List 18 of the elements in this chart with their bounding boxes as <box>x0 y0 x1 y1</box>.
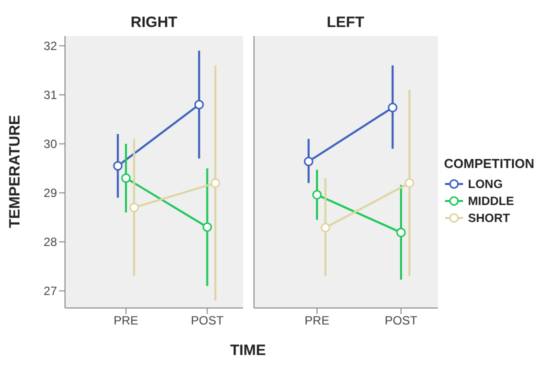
y-tick-label: 27 <box>44 284 58 298</box>
y-tick-label: 32 <box>44 39 58 54</box>
y-tick-label: 28 <box>44 235 58 250</box>
x-tick-label: PRE <box>114 314 138 328</box>
legend-label: SHORT <box>468 210 510 224</box>
legend-title: COMPETITION <box>444 156 534 171</box>
x-axis-title: TIME <box>229 342 267 359</box>
y-tick-label: 30 <box>44 137 58 152</box>
chart-title: RIGHT <box>130 14 178 31</box>
x-tick-label: PRE <box>304 314 330 328</box>
x-tick-label: POST <box>190 314 224 328</box>
y-tick-label: 31 <box>44 88 58 102</box>
legend-label: LONG <box>468 176 503 190</box>
chart-title: LEFT <box>326 14 366 31</box>
x-tick-label: POST <box>384 314 418 328</box>
legend-label: MIDDLE <box>468 194 514 208</box>
y-tick-label: 29 <box>44 186 58 200</box>
y-axis-title: TEMPERATURE <box>7 114 24 230</box>
